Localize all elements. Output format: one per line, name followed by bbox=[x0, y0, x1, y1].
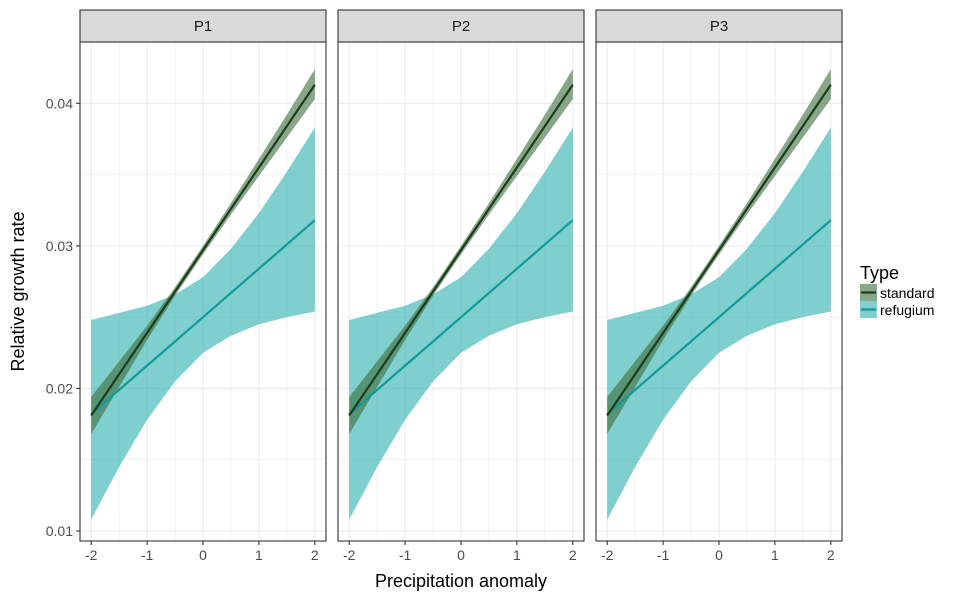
panel-p3: P3 -2 -1 0 1 2 bbox=[595, 9, 843, 563]
series-line-refugium bbox=[90, 219, 316, 415]
legend-label-refugium: refugium bbox=[880, 302, 934, 318]
x-tick-label: -1 bbox=[657, 547, 670, 563]
series-line-standard bbox=[606, 84, 832, 417]
y-tick-label: 0.03 bbox=[46, 238, 73, 254]
x-tick-label: 2 bbox=[827, 547, 835, 563]
confidence-band-refugium bbox=[349, 127, 573, 520]
confidence-band-refugium bbox=[607, 127, 831, 520]
y-tick-label: 0.04 bbox=[46, 95, 73, 111]
x-tick-label: -2 bbox=[343, 547, 356, 563]
facet-strip-label: P1 bbox=[194, 18, 212, 35]
x-tick-label: 1 bbox=[513, 547, 521, 563]
series-line-refugium bbox=[348, 219, 574, 415]
y-tick-label: 0.02 bbox=[46, 380, 73, 396]
x-tick-label: 2 bbox=[311, 547, 319, 563]
legend-title: Type bbox=[860, 263, 899, 283]
y-axis-title: Relative growth rate bbox=[8, 211, 28, 371]
facet-strip bbox=[337, 9, 585, 43]
x-tick-label: -1 bbox=[399, 547, 412, 563]
x-tick-label: 0 bbox=[715, 547, 723, 563]
series-line-refugium bbox=[606, 219, 832, 415]
x-tick-label: 0 bbox=[457, 547, 465, 563]
panel-p2: P2 -2 -1 0 1 2 bbox=[337, 9, 585, 563]
series-line-standard bbox=[348, 84, 574, 417]
x-tick-label: 0 bbox=[199, 547, 207, 563]
x-tick-label: 1 bbox=[771, 547, 779, 563]
facet-strip-label: P2 bbox=[452, 18, 470, 35]
facet-strip-label: P3 bbox=[710, 18, 728, 35]
series-line-standard bbox=[90, 84, 316, 417]
x-tick-label: -2 bbox=[85, 547, 98, 563]
facet-strip bbox=[595, 9, 843, 43]
x-axis-title: Precipitation anomaly bbox=[375, 571, 547, 591]
x-tick-label: -2 bbox=[601, 547, 614, 563]
panel-p1: P1 -2 -1 0 1 2 bbox=[79, 9, 327, 563]
confidence-band-refugium bbox=[91, 127, 315, 520]
y-tick-label: 0.01 bbox=[46, 523, 73, 539]
x-tick-label: 2 bbox=[569, 547, 577, 563]
x-tick-label: 1 bbox=[255, 547, 263, 563]
legend-label-standard: standard bbox=[880, 285, 934, 301]
x-tick-label: -1 bbox=[141, 547, 154, 563]
facet-strip bbox=[79, 9, 327, 43]
